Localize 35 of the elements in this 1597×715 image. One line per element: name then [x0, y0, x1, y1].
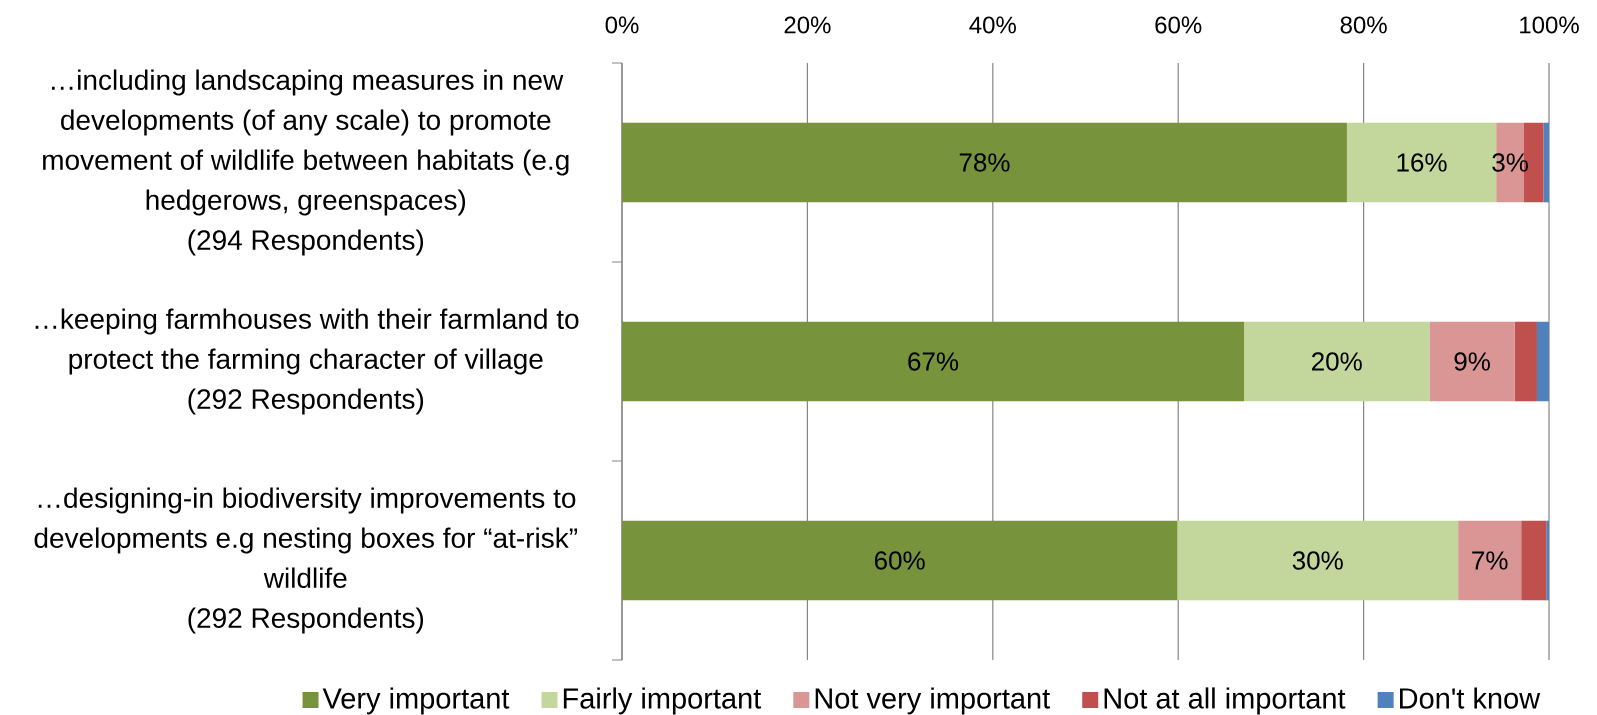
bar: [1429, 321, 1515, 402]
bar: [622, 520, 1178, 601]
data-label: 9%: [1454, 352, 1490, 371]
bar: [1458, 520, 1522, 601]
x-tick-label: 0%: [605, 16, 639, 34]
x-tick-label: 80%: [1340, 16, 1387, 34]
data-label: 3%: [1492, 153, 1528, 172]
bar: [622, 122, 1347, 203]
legend-label: Not very important: [815, 687, 1050, 715]
data-label: 67%: [908, 352, 959, 371]
bar: [622, 321, 1245, 402]
data-label: 16%: [1397, 153, 1447, 172]
bar: [1177, 520, 1459, 601]
legend-label: Fairly important: [563, 687, 762, 715]
data-label: 30%: [1292, 551, 1343, 570]
legend-label: Not at all important: [1104, 687, 1346, 715]
legend-label: Very important: [322, 687, 510, 715]
y-tick-label: …designing-in biodiversity improvements to developments e.g nesting boxes for “at-risk” wildlife (292 Respondents): [34, 487, 578, 634]
x-tick-label: 60%: [1155, 16, 1202, 34]
bar: [1244, 321, 1430, 402]
x-tick-label: 20%: [784, 16, 831, 34]
y-tick-label: …including landscaping measures in new developments (of any scale) to promote movement of wildlife between habitats (e.g hedgerows, greenspaces) (294 Respondents): [43, 69, 569, 256]
data-label: 7%: [1472, 551, 1508, 570]
bar: [1546, 520, 1550, 601]
data-label: 60%: [874, 551, 925, 570]
legend-label: Don't know: [1400, 687, 1541, 709]
bar: [1521, 520, 1547, 601]
y-tick-label: …keeping farmhouses with their farmland to protect the farming character of village (292 Respondents): [35, 308, 579, 415]
bar: [1536, 321, 1550, 402]
bar: [1514, 321, 1537, 402]
data-label: 20%: [1312, 352, 1362, 371]
x-tick-label: 100%: [1520, 16, 1579, 34]
x-tick-label: 40%: [969, 16, 1016, 34]
data-label: 78%: [959, 153, 1010, 172]
bar: [1543, 122, 1550, 203]
